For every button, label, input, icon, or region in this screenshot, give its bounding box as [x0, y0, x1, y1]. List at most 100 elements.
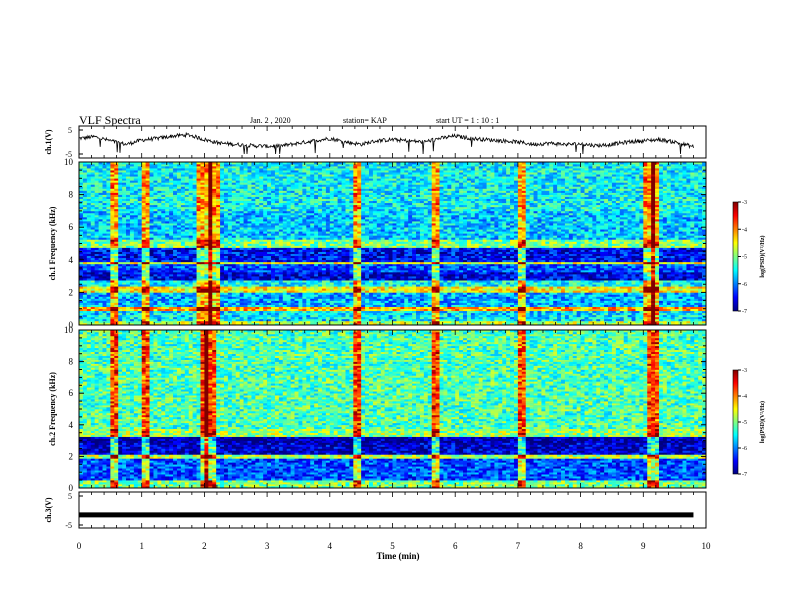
spectrogram-cell	[459, 292, 463, 294]
spectrogram-cell	[361, 282, 365, 284]
spectrogram-cell	[322, 274, 326, 276]
spectrogram-cell	[416, 284, 420, 286]
spectrogram-cell	[255, 309, 259, 311]
spectrogram-cell	[600, 294, 604, 296]
spectrogram-cell	[463, 311, 467, 313]
spectrogram-cell	[204, 276, 208, 278]
spectrogram-cell	[475, 272, 479, 274]
spectrogram-cell	[510, 284, 514, 286]
spectrogram-cell	[432, 284, 436, 286]
spectrogram-cell	[267, 280, 271, 282]
spectrogram-cell	[263, 272, 267, 274]
spectrogram-cell	[259, 315, 263, 317]
spectrogram-cell	[259, 309, 263, 311]
spectrogram-cell	[345, 307, 349, 309]
spectrogram-cell	[349, 268, 353, 270]
spectrogram-cell	[459, 303, 463, 305]
spectrogram-cell	[389, 309, 393, 311]
spectrogram-cell	[357, 303, 361, 305]
spectrogram-cell	[271, 270, 275, 272]
spectrogram-cell	[475, 286, 479, 288]
spectrogram-cell	[679, 313, 683, 315]
spectrogram-cell	[690, 284, 694, 286]
spectrogram-cell	[377, 270, 381, 272]
spectrogram-cell	[467, 278, 471, 280]
spectrogram-cell	[475, 266, 479, 268]
spectrogram-cell	[436, 292, 440, 294]
spectrogram-cell	[440, 278, 444, 280]
spectrogram-cell	[455, 315, 459, 317]
spectrogram-cell	[212, 311, 216, 313]
spectrogram-cell	[295, 303, 299, 305]
spectrogram-cell	[236, 292, 240, 294]
spectrogram-cell	[291, 290, 295, 292]
spectrogram-cell	[490, 274, 494, 276]
spectrogram-cell	[502, 272, 506, 274]
spectrogram-cell	[659, 299, 663, 301]
spectrogram-cell	[122, 321, 126, 323]
spectrogram-cell	[498, 284, 502, 286]
spectrogram-cell	[534, 315, 538, 317]
spectrogram-cell	[287, 288, 291, 290]
spectrogram-cell	[522, 321, 526, 323]
spectrogram-cell	[381, 317, 385, 319]
spectrogram-cell	[624, 299, 628, 301]
spectrogram-cell	[138, 286, 142, 288]
spectrogram-cell	[400, 292, 404, 294]
spectrogram-cell	[169, 278, 173, 280]
spectrogram-cell	[400, 321, 404, 323]
spectrogram-cell	[416, 294, 420, 296]
spectrogram-cell	[263, 274, 267, 276]
spectrogram-cell	[404, 274, 408, 276]
spectrogram-cell	[393, 309, 397, 311]
spectrogram-cell	[338, 305, 342, 307]
spectrogram-cell	[130, 288, 134, 290]
spectrogram-cell	[651, 301, 655, 303]
spectrogram-cell	[526, 292, 530, 294]
spectrogram-cell	[122, 274, 126, 276]
spectrogram-cell	[647, 313, 651, 315]
spectrogram-cell	[596, 305, 600, 307]
spectrogram-cell	[240, 307, 244, 309]
spectrogram-cell	[400, 290, 404, 292]
spectrogram-cell	[635, 272, 639, 274]
spectrogram-cell	[95, 288, 99, 290]
spectrogram-cell	[412, 288, 416, 290]
spectrogram-cell	[624, 311, 628, 313]
spectrogram-cell	[193, 276, 197, 278]
spectrogram-cell	[165, 288, 169, 290]
spectrogram-cell	[103, 319, 107, 321]
spectrogram-cell	[263, 288, 267, 290]
spectrogram-cell	[224, 296, 228, 298]
spectrogram-cell	[349, 266, 353, 268]
spectrogram-cell	[197, 305, 201, 307]
spectrogram-cell	[342, 276, 346, 278]
spectrogram-cell	[357, 296, 361, 298]
spectrogram-cell	[95, 264, 99, 266]
spectrogram-cell	[635, 286, 639, 288]
spectrogram-cell	[291, 288, 295, 290]
spectrogram-cell	[494, 319, 498, 321]
spectrogram-cell	[498, 296, 502, 298]
spectrogram-cell	[420, 264, 424, 266]
spectrogram-cell	[545, 311, 549, 313]
spectrogram-cell	[393, 266, 397, 268]
spectrogram-cell	[596, 307, 600, 309]
spectrogram-cell	[291, 274, 295, 276]
spectrogram-cell	[694, 272, 698, 274]
spectrogram-cell	[216, 299, 220, 301]
spectrogram-cell	[255, 274, 259, 276]
spectrogram-cell	[463, 270, 467, 272]
spectrogram-cell	[443, 294, 447, 296]
spectrogram-cell	[577, 296, 581, 298]
spectrogram-cell	[545, 321, 549, 323]
spectrogram-cell	[244, 296, 248, 298]
spectrogram-cell	[436, 296, 440, 298]
spectrogram-cell	[577, 299, 581, 301]
spectrogram-cell	[318, 280, 322, 282]
spectrogram-cell	[279, 296, 283, 298]
spectrogram-cell	[134, 317, 138, 319]
spectrogram-cell	[161, 301, 165, 303]
spectrogram-cell	[581, 321, 585, 323]
spectrogram-cell	[690, 290, 694, 292]
